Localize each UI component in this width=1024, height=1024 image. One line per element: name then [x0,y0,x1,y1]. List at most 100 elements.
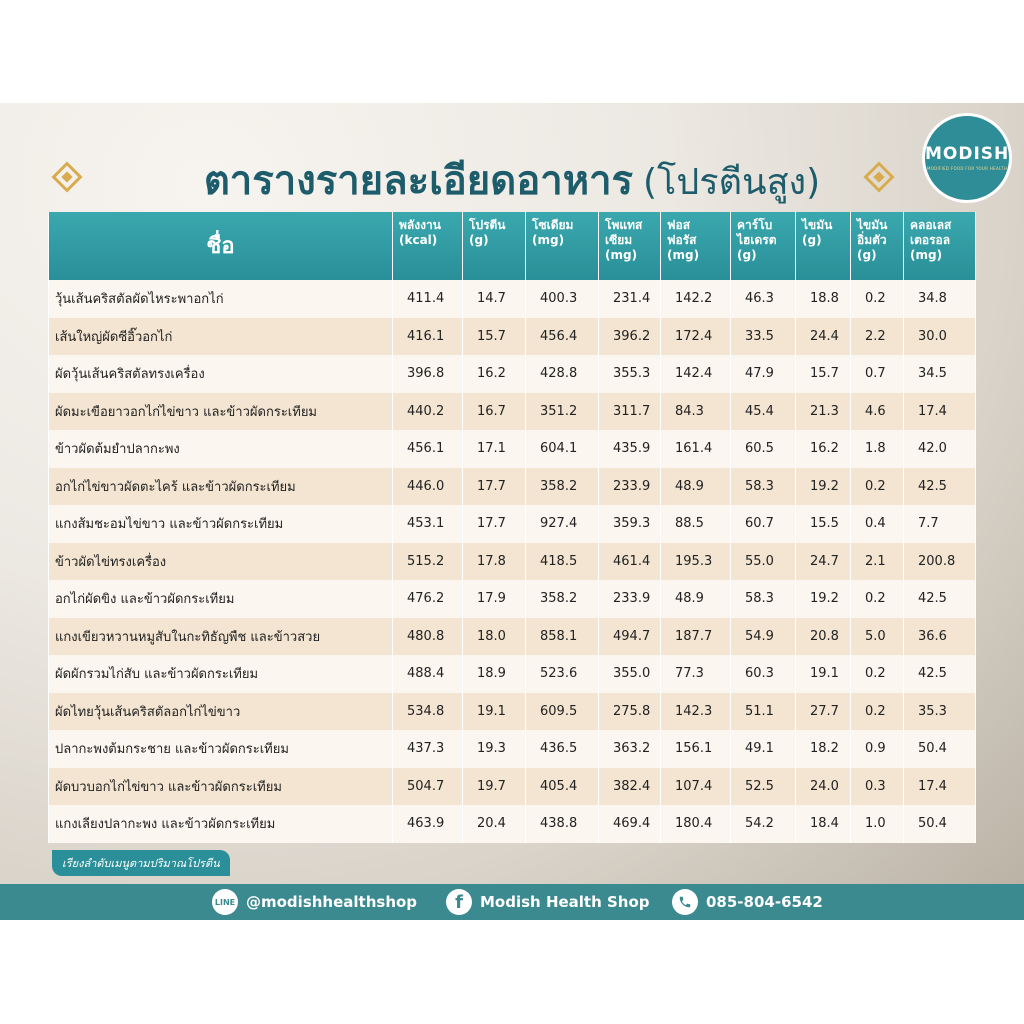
menu-name: ข้าวผัดไข่ทรงเครื่อง [48,542,393,580]
header-line: (g) [737,248,757,262]
line-contact: LINE @modishhealthshop [212,889,417,915]
nutrient-value: 19.3 [462,730,526,768]
nutrient-value: 504.7 [392,767,463,805]
nutrient-value: 107.4 [660,767,731,805]
table-row: แกงส้มชะอมไข่ขาว และข้าวผัดกระเทียม 453.1… [48,505,976,543]
nutrient-value: 88.5 [660,505,731,543]
header-line: ฟอรัส [667,233,697,247]
nutrient-value: 0.2 [850,655,904,693]
nutrient-value: 476.2 [392,580,463,618]
header-line: (mg) [532,233,565,247]
nutrient-value: 358.2 [525,467,599,505]
nutrient-value: 16.2 [795,430,851,468]
logo-tagline: MODIFIED FOOD FOR YOUR HEALTH [926,166,1008,171]
nutrient-value: 0.2 [850,280,904,318]
nutrient-value: 438.8 [525,805,599,843]
column-header: ไขมัน (g) [795,212,851,280]
nutrient-value: 20.8 [795,617,851,655]
nutrient-value: 21.3 [795,392,851,430]
header-line: คลอเลส [910,218,952,232]
table-row: ข้าวผัดไข่ทรงเครื่อง 515.2 17.8 418.5 461.4 1… [48,542,976,580]
phone-number: 085-804-6542 [706,893,823,911]
header-line: (mg) [910,248,943,262]
nutrient-value: 30.0 [903,317,976,355]
header-line: พลังงาน [399,218,441,232]
nutrient-value: 50.4 [903,805,976,843]
facebook-icon: f [446,889,472,915]
header-line: (mg) [667,248,700,262]
nutrient-value: 411.4 [392,280,463,318]
nutrient-value: 27.7 [795,692,851,730]
nutrient-value: 0.2 [850,692,904,730]
phone-contact: 085-804-6542 [672,889,823,915]
menu-name: ข้าวผัดต้มยำปลากะพง [48,430,393,468]
nutrient-value: 446.0 [392,467,463,505]
nutrient-value: 42.5 [903,655,976,693]
phone-icon [672,889,698,915]
nutrient-value: 461.4 [598,542,661,580]
nutrient-value: 2.2 [850,317,904,355]
nutrient-value: 0.3 [850,767,904,805]
nutrient-value: 440.2 [392,392,463,430]
nutrient-value: 84.3 [660,392,731,430]
menu-name: วุ้นเส้นคริสตัลผัดไหระพาอกไก่ [48,280,393,318]
nutrient-value: 172.4 [660,317,731,355]
nutrient-value: 355.0 [598,655,661,693]
nutrient-value: 142.2 [660,280,731,318]
column-header: ชื่อ [48,212,393,280]
nutrient-value: 469.4 [598,805,661,843]
nutrient-value: 156.1 [660,730,731,768]
header-line: เซียม [605,233,633,247]
nutrient-value: 231.4 [598,280,661,318]
nutrient-value: 36.6 [903,617,976,655]
phone-glyph [679,896,691,908]
title-sub: (โปรตีนสูง) [643,162,821,203]
footer: LINE @modishhealthshop f Modish Health Sho… [0,884,1024,920]
nutrient-value: 42.5 [903,580,976,618]
title-main: ตารางรายละเอียดอาหาร [203,158,634,204]
menu-name: เส้นใหญ่ผัดซีอิ๊วอกไก่ [48,317,393,355]
nutrient-value: 55.0 [730,542,796,580]
menu-name: แกงเลียงปลากะพง และข้าวผัดกระเทียม [48,805,393,843]
nutrient-value: 480.8 [392,617,463,655]
nutrient-value: 17.1 [462,430,526,468]
nutrient-value: 42.5 [903,467,976,505]
nutrient-value: 523.6 [525,655,599,693]
nutrient-value: 48.9 [660,580,731,618]
nutrient-value: 24.0 [795,767,851,805]
nutrient-value: 34.5 [903,355,976,393]
nutrient-value: 18.8 [795,280,851,318]
nutrient-value: 927.4 [525,505,599,543]
header-line: คาร์โบ [737,218,773,232]
column-header: คลอเลส เตอรอล (mg) [903,212,976,280]
nutrient-value: 435.9 [598,430,661,468]
nutrient-value: 48.9 [660,467,731,505]
nutrient-value: 17.9 [462,580,526,618]
menu-name: ผัดบวบอกไก่ไข่ขาว และข้าวผัดกระเทียม [48,767,393,805]
table-row: ผัดบวบอกไก่ไข่ขาว และข้าวผัดกระเทียม 504.… [48,767,976,805]
nutrient-value: 1.0 [850,805,904,843]
nutrient-value: 463.9 [392,805,463,843]
nutrient-value: 35.3 [903,692,976,730]
header-line: ฟอส [667,218,691,232]
nutrient-value: 46.3 [730,280,796,318]
nutrition-table: ชื่อ พลังงาน (kcal) โปรตีน (g) โซเดียม (mg) โพแ… [48,212,976,843]
nutrient-value: 0.9 [850,730,904,768]
column-header: พลังงาน (kcal) [392,212,463,280]
nutrient-value: 42.0 [903,430,976,468]
table-row: ผัดมะเขือยาวอกไก่ไข่ขาว และข้าวผัดกระเที… [48,392,976,430]
header-line: โพแทส [605,218,643,232]
nutrient-value: 17.4 [903,767,976,805]
header-line: ไฮเดรต [737,233,777,247]
nutrient-value: 50.4 [903,730,976,768]
header-row: ชื่อ พลังงาน (kcal) โปรตีน (g) โซเดียม (mg) โพแ… [48,212,976,280]
nutrient-value: 58.3 [730,580,796,618]
nutrient-value: 456.1 [392,430,463,468]
nutrient-value: 275.8 [598,692,661,730]
nutrient-value: 18.9 [462,655,526,693]
nutrient-value: 0.7 [850,355,904,393]
nutrient-value: 363.2 [598,730,661,768]
nutrient-value: 534.8 [392,692,463,730]
nutrient-value: 77.3 [660,655,731,693]
